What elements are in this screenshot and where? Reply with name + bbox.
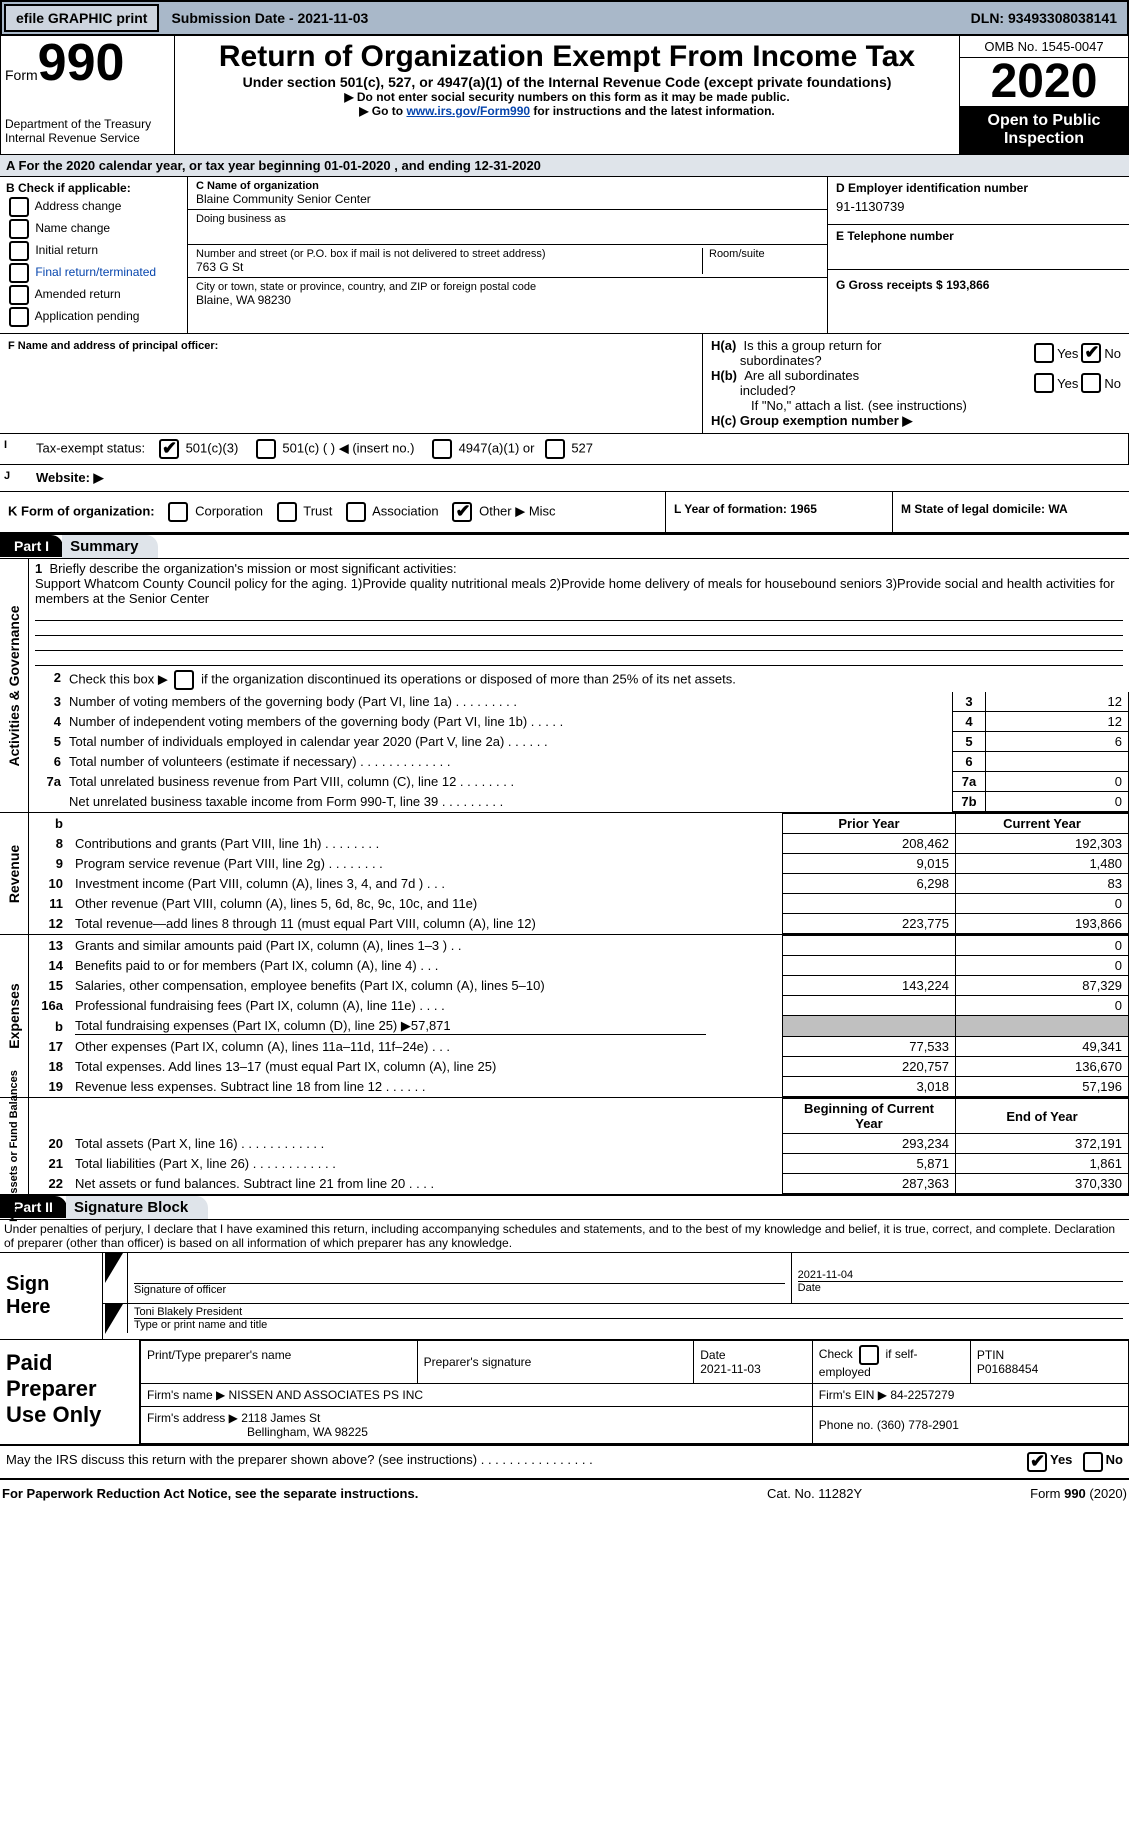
box-i-tax-status: Tax-exempt status: 501(c)(3) 501(c) ( ) … [28, 434, 1129, 465]
efile-print-button[interactable]: efile GRAPHIC print [4, 4, 159, 32]
year-block: OMB No. 1545-0047 2020 Open to Public In… [959, 36, 1129, 155]
firm-address1: 2118 James St [241, 1411, 320, 1425]
check-527[interactable] [545, 439, 565, 459]
net-assets-table: Beginning of Current YearEnd of Year 20T… [29, 1098, 1129, 1194]
firm-address2: Bellingham, WA 98225 [147, 1425, 368, 1439]
check-other[interactable] [452, 502, 472, 522]
ha-yes[interactable] [1034, 343, 1054, 363]
box-d-ein: D Employer identification number 91-1130… [828, 177, 1129, 333]
check-trust[interactable] [277, 502, 297, 522]
org-city: Blaine, WA 98230 [196, 293, 819, 307]
firm-ein: 84-2257279 [890, 1388, 954, 1402]
check-initial-return[interactable] [9, 241, 29, 261]
paid-preparer-label: Paid Preparer Use Only [0, 1340, 140, 1444]
check-address-change[interactable] [9, 197, 29, 217]
line3-val: 12 [986, 692, 1129, 712]
gross-receipts: 193,866 [946, 278, 989, 292]
form-id-block: Form990 Department of the Treasury Inter… [0, 36, 175, 155]
sig-date: 2021-11-04 [798, 1269, 1123, 1281]
box-c-org-info: C Name of organization Blaine Community … [188, 177, 828, 333]
mission-text: Support Whatcom County Council policy fo… [35, 576, 1115, 606]
paperwork-notice: For Paperwork Reduction Act Notice, see … [2, 1486, 767, 1501]
sign-arrow-icon-2 [103, 1304, 128, 1333]
ha-no[interactable] [1081, 343, 1101, 363]
hb-no[interactable] [1081, 373, 1101, 393]
line7b-val: 0 [986, 792, 1129, 812]
discuss-no[interactable] [1083, 1452, 1103, 1472]
side-net-assets: Net Assets or Fund Balances [0, 1098, 29, 1194]
officer-name: Toni Blakely President [134, 1306, 1123, 1318]
ssn-warning: ▶ Do not enter social security numbers o… [183, 90, 951, 104]
firm-phone: (360) 778-2901 [877, 1418, 959, 1432]
check-name-change[interactable] [9, 219, 29, 239]
check-amended-return[interactable] [9, 285, 29, 305]
check-501c3[interactable] [159, 439, 179, 459]
box-m-state: M State of legal domicile: WA [893, 492, 1129, 532]
line7a-val: 0 [986, 772, 1129, 792]
ein-value: 91-1130739 [836, 195, 1121, 218]
line6-val [986, 752, 1129, 772]
form-footer: Form 990 (2020) [947, 1486, 1127, 1501]
discuss-yes[interactable] [1027, 1452, 1047, 1472]
dept-irs: Internal Revenue Service [5, 131, 170, 145]
sign-here-label: Sign Here [0, 1253, 103, 1339]
submission-date: Submission Date - 2021-11-03 [161, 6, 378, 30]
tax-year: 2020 [960, 58, 1128, 106]
goto-link-line: ▶ Go to www.irs.gov/Form990 for instruct… [183, 104, 951, 118]
cat-no: Cat. No. 11282Y [767, 1486, 947, 1501]
check-application-pending[interactable] [9, 307, 29, 327]
dln-number: DLN: 93493308038141 [961, 6, 1127, 30]
band-a-tax-year: A For the 2020 calendar year, or tax yea… [0, 155, 1129, 177]
ptin-value: P01688454 [977, 1362, 1122, 1376]
preparer-table: Print/Type preparer's name Preparer's si… [140, 1340, 1129, 1444]
hb-yes[interactable] [1034, 373, 1054, 393]
box-l-year: L Year of formation: 1965 [666, 492, 893, 532]
check-final-return[interactable] [9, 263, 29, 283]
sign-arrow-icon [103, 1253, 128, 1303]
expenses-table: 13Grants and similar amounts paid (Part … [29, 935, 1129, 1097]
box-j-website: Website: ▶ [28, 465, 1129, 492]
penalties-text: Under penalties of perjury, I declare th… [0, 1220, 1129, 1253]
line4-val: 12 [986, 712, 1129, 732]
org-street: 763 G St [196, 260, 696, 274]
box-h-group: H(a) Is this a group return for subordin… [703, 334, 1129, 433]
check-501c[interactable] [256, 439, 276, 459]
irs-link[interactable]: www.irs.gov/Form990 [406, 104, 530, 118]
side-activities-governance: Activities & Governance [0, 559, 29, 812]
part-ii-label: Signature Block [66, 1196, 208, 1219]
line5-val: 6 [986, 732, 1129, 752]
discuss-row: May the IRS discuss this return with the… [0, 1445, 1129, 1478]
check-4947[interactable] [432, 439, 452, 459]
revenue-table: bPrior YearCurrent Year 8Contributions a… [29, 813, 1129, 934]
form-subtitle: Under section 501(c), 527, or 4947(a)(1)… [183, 74, 951, 90]
check-self-employed[interactable] [859, 1345, 879, 1365]
form-title: Return of Organization Exempt From Incom… [183, 40, 951, 74]
org-name: Blaine Community Senior Center [196, 192, 819, 206]
dept-treasury: Department of the Treasury [5, 117, 170, 131]
box-k-form-org: K Form of organization: Corporation Trus… [0, 492, 666, 532]
box-f-officer: F Name and address of principal officer: [0, 334, 703, 433]
open-to-public: Open to Public Inspection [960, 106, 1128, 154]
check-association[interactable] [346, 502, 366, 522]
top-bar: efile GRAPHIC print Submission Date - 20… [0, 0, 1129, 36]
check-corporation[interactable] [168, 502, 188, 522]
part-i-label: Summary [62, 535, 158, 558]
side-revenue: Revenue [0, 813, 29, 934]
box-b-checkboxes: B Check if applicable: Address change Na… [0, 177, 188, 333]
check-discontinued[interactable] [174, 670, 194, 690]
form-title-block: Return of Organization Exempt From Incom… [175, 36, 959, 155]
firm-name: NISSEN AND ASSOCIATES PS INC [229, 1388, 424, 1402]
part-i-header: Part I [0, 535, 63, 557]
